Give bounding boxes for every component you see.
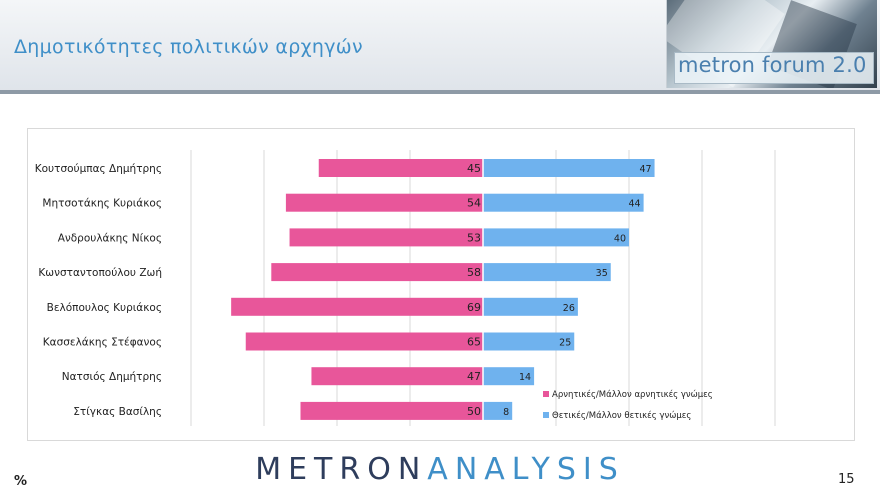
category-label: Κουτσούμπας Δημήτρης	[35, 163, 162, 175]
bar-positive	[483, 228, 629, 247]
category-label: Μητσοτάκης Κυριάκος	[42, 198, 162, 210]
bar-positive	[483, 367, 535, 386]
bar-positive	[483, 401, 513, 420]
category-label: Στίγκας Βασίλης	[73, 406, 162, 418]
brand-box	[674, 52, 874, 84]
data-label-positive: 14	[519, 372, 531, 383]
bar-negative	[245, 332, 483, 351]
legend-label: Θετικές/Μάλλον θετικές γνώμες	[552, 410, 691, 421]
data-label-positive: 26	[563, 303, 575, 314]
brand-logo-text: metron forum 2.0	[678, 53, 867, 77]
data-label-negative: 47	[467, 370, 481, 383]
bar-negative	[271, 263, 483, 282]
bar-negative	[311, 367, 483, 386]
bar-positive	[483, 193, 644, 212]
legend-swatch	[543, 391, 549, 397]
category-label: Κωνσταντοπούλου Ζωή	[38, 267, 162, 279]
data-label-negative: 54	[467, 197, 481, 210]
category-label: Νατσιός Δημήτρης	[62, 371, 162, 383]
data-label-positive: 44	[629, 199, 641, 210]
category-label: Κασσελάκης Στέφανος	[43, 337, 162, 349]
data-label-positive: 8	[503, 407, 509, 418]
footer-logo-part2: ANALYSIS	[427, 452, 625, 487]
page-title: Δημοτικότητες πολιτικών αρχηγών	[14, 36, 363, 58]
data-label-negative: 53	[467, 231, 481, 244]
chart-frame	[27, 128, 855, 441]
footer-logo-part1: METRON	[255, 452, 428, 487]
bar-positive	[483, 159, 655, 177]
data-label-negative: 45	[467, 162, 481, 175]
bar-positive	[483, 332, 575, 351]
bar-negative	[318, 159, 483, 177]
data-label-positive: 35	[596, 268, 608, 279]
data-label-negative: 58	[467, 266, 481, 279]
header-divider	[0, 90, 880, 94]
legend-swatch	[543, 412, 549, 418]
legend-label: Αρνητικές/Μάλλον αρνητικές γνώμες	[552, 389, 713, 400]
data-label-negative: 50	[467, 405, 481, 418]
bar-positive	[483, 263, 611, 282]
page-number: 15	[838, 472, 855, 487]
bar-negative	[231, 297, 483, 316]
category-label: Ανδρουλάκης Νίκος	[58, 232, 162, 244]
data-label-positive: 47	[639, 164, 651, 175]
data-label-negative: 69	[467, 301, 481, 314]
bar-negative	[285, 193, 483, 212]
data-label-negative: 65	[467, 336, 481, 349]
category-label: Βελόπουλος Κυριάκος	[47, 302, 162, 314]
data-label-positive: 40	[614, 233, 626, 244]
data-label-positive: 25	[559, 338, 571, 349]
bar-positive	[483, 297, 578, 316]
bar-negative	[300, 401, 483, 420]
footer-logo: METRONANALYSIS	[0, 452, 880, 487]
bar-negative	[289, 228, 483, 247]
unit-label: %	[14, 474, 28, 489]
